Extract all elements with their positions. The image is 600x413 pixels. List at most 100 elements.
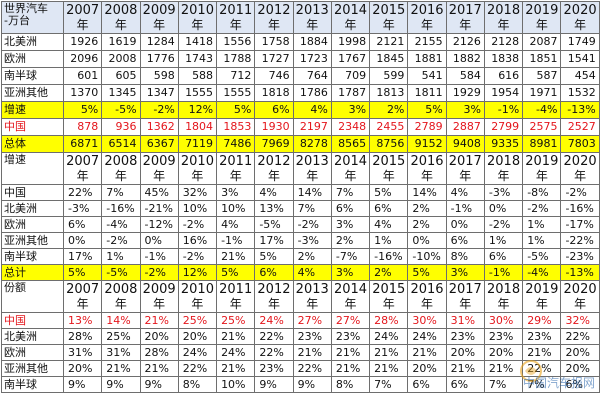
table-cell: 21% — [101, 360, 141, 377]
year-label: 2016 — [410, 3, 444, 18]
year-header: 2017 年 — [445, 152, 485, 185]
year-header: 2007 年 — [62, 1, 103, 34]
table-cell: -2% — [177, 216, 218, 233]
table-cell: 1723 — [292, 50, 332, 68]
section-header-row: 增速 2007 年 2008 年 2009 年 2010 年 2011 年 2012 年 2013 年 201… — [1, 152, 600, 185]
table-cell: 454 — [560, 67, 600, 85]
year-header: 2010 年 — [177, 152, 218, 185]
year-label: 2015 — [372, 154, 406, 169]
table-cell: 21% — [216, 248, 256, 265]
table-row: 南半球 17% 1% -1% -2% 21% 5% 2% -7% -16% -10% 8% 6% -5% -… — [1, 248, 600, 265]
year-suffix: 年 — [535, 169, 548, 183]
year-header: 2013 年 — [292, 1, 332, 34]
year-suffix: 年 — [267, 297, 280, 311]
table-cell: 25% — [101, 328, 141, 345]
table-cell: 2% — [330, 232, 371, 249]
table-body: 世界汽车 -万台 2007 年 2008 年 2009 年 2010 年 2011 年 2012 年 201… — [1, 1, 600, 393]
table-cell: 7% — [101, 184, 141, 201]
world-auto-table: 世界汽车 -万台 2007 年 2008 年 2009 年 2010 年 2011 年 2012 年 201… — [1, 1, 600, 393]
year-suffix: 年 — [497, 18, 510, 32]
table-cell: 0% — [407, 232, 447, 249]
year-suffix: 年 — [153, 297, 166, 311]
table-cell: 29% — [522, 312, 562, 329]
table-cell: -7% — [330, 248, 371, 265]
year-suffix: 年 — [191, 297, 204, 311]
table-cell: 3% — [445, 264, 485, 281]
table-cell: 4% — [292, 101, 332, 119]
table-cell: 21% — [407, 344, 447, 361]
table-cell: 20% — [560, 360, 600, 377]
row-label: 亚洲其他 — [1, 84, 64, 102]
table-cell: 6% — [560, 376, 600, 393]
year-label: 2008 — [104, 154, 138, 169]
year-header: 2007 年 — [62, 280, 103, 313]
table-cell: -3% — [292, 232, 332, 249]
year-suffix: 年 — [574, 169, 587, 183]
table-cell: 2887 — [445, 118, 485, 136]
year-suffix: 年 — [382, 18, 395, 32]
year-label: 2009 — [142, 282, 176, 297]
table-cell: 7% — [330, 184, 371, 201]
table-cell: 21% — [330, 344, 371, 361]
year-header: 2008 年 — [101, 152, 141, 185]
year-label: 2014 — [333, 282, 368, 297]
table-cell: 5% — [62, 264, 103, 281]
year-header: 2012 年 — [254, 1, 294, 34]
table-cell: -1% — [445, 200, 485, 217]
table-cell: 1619 — [101, 33, 141, 51]
year-header: 2014 年 — [330, 152, 371, 185]
table-cell: -2% — [139, 264, 179, 281]
table-cell: 1362 — [139, 118, 179, 136]
data-sheet: 世界汽车 -万台 2007 年 2008 年 2009 年 2010 年 2011 年 2012 年 201… — [1, 1, 600, 393]
year-label: 2008 — [104, 3, 138, 18]
table-cell: 6871 — [62, 135, 103, 153]
table-cell: 2% — [369, 101, 409, 119]
table-cell: 0% — [62, 232, 103, 249]
year-label: 2015 — [372, 282, 406, 297]
table-cell: -10% — [407, 248, 447, 265]
table-cell: 605 — [101, 67, 141, 85]
year-header: 2015 年 — [369, 280, 409, 313]
row-label: 总计 — [1, 264, 64, 281]
table-cell: 5% — [216, 101, 256, 119]
table-cell: -1% — [483, 264, 524, 281]
year-suffix: 年 — [76, 297, 89, 311]
table-cell: 878 — [62, 118, 103, 136]
table-cell: 1% — [369, 232, 409, 249]
year-suffix: 年 — [535, 18, 548, 32]
table-row: 北美洲 28% 25% 20% 20% 21% 22% 23% 23% 24% 24% 23% 23% 2… — [1, 328, 600, 345]
table-cell: 9% — [101, 376, 141, 393]
table-cell: 0% — [445, 216, 485, 233]
table-cell: -12% — [139, 216, 179, 233]
table-cell: 4% — [445, 184, 485, 201]
table-cell: 764 — [292, 67, 332, 85]
table-cell: 24% — [177, 344, 218, 361]
section-title-line2: -万台 — [4, 14, 30, 27]
year-header: 2019 年 — [522, 1, 562, 34]
table-cell: 1971 — [522, 84, 562, 102]
table-cell: 1804 — [177, 118, 218, 136]
year-header: 2008 年 — [101, 280, 141, 313]
table-cell: 10% — [216, 376, 256, 393]
row-label: 欧洲 — [1, 50, 64, 68]
row-label: 北美洲 — [1, 200, 64, 217]
table-cell: 45% — [139, 184, 179, 201]
table-cell: 1532 — [560, 84, 600, 102]
table-cell: 1749 — [560, 33, 600, 51]
table-cell: 14% — [407, 184, 447, 201]
year-suffix: 年 — [229, 18, 242, 32]
table-cell: 1418 — [177, 33, 218, 51]
year-header: 2010 年 — [177, 1, 218, 34]
table-cell: 21% — [522, 344, 562, 361]
year-suffix: 年 — [114, 18, 127, 32]
year-header: 2012 年 — [254, 152, 294, 185]
year-label: 2017 — [448, 3, 482, 18]
table-cell: 2527 — [560, 118, 600, 136]
table-cell: 23% — [483, 328, 524, 345]
table-cell: 601 — [62, 67, 103, 85]
year-header: 2011 年 — [216, 280, 256, 313]
table-cell: 13% — [254, 200, 294, 217]
year-label: 2018 — [487, 282, 521, 297]
year-suffix: 年 — [574, 18, 587, 32]
table-cell: 6% — [62, 216, 103, 233]
